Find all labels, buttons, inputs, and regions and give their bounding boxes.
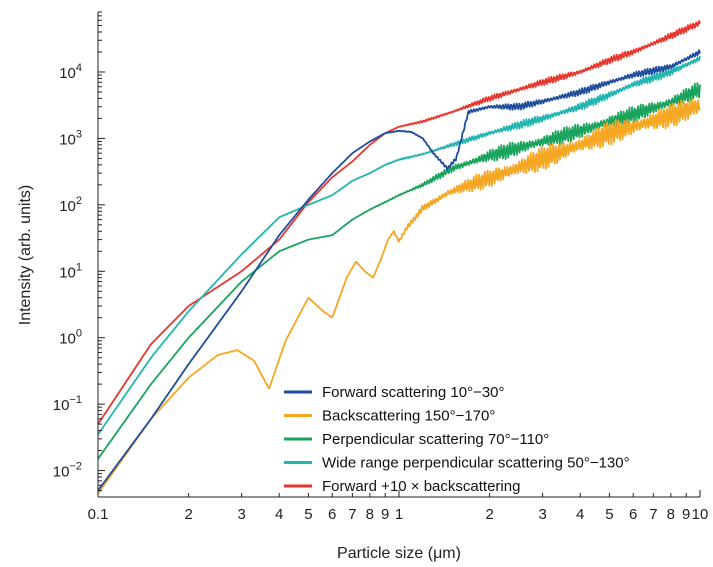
- x-tick-label: 2: [485, 506, 493, 523]
- x-tick-label: 9: [682, 506, 690, 523]
- x-tick-label: 8: [667, 506, 675, 523]
- x-tick-label: 2: [184, 506, 192, 523]
- x-tick-label: 6: [328, 506, 336, 523]
- legend: Forward scattering 10°−30° Backscattering…: [284, 384, 630, 495]
- legend-label: Forward scattering 10°−30°: [322, 384, 505, 401]
- series-line: [97, 49, 701, 492]
- y-tick-label: 10−1: [53, 394, 82, 414]
- x-tick-label: 4: [576, 506, 584, 523]
- y-axis-title: Intensity (arb. units): [17, 185, 34, 326]
- y-tick-label: 102: [59, 195, 82, 215]
- series-line: [97, 82, 701, 460]
- axes: 0.1 2 3 4 5 6 7 8 9 1 2 3 4 5 6 7 8 9 1010−210−11001011021…: [53, 11, 709, 523]
- x-axis-title: Particle size (μm): [337, 545, 461, 562]
- legend-label: Backscattering 150°−170°: [322, 408, 495, 425]
- y-tick-label: 10−2: [53, 461, 82, 481]
- x-tick-label: 7: [649, 506, 657, 523]
- x-tick-label: 6: [629, 506, 637, 523]
- x-tick-label: 7: [348, 506, 356, 523]
- x-tick-label: 4: [275, 506, 283, 523]
- x-tick-label: 5: [304, 506, 312, 523]
- series-lines: [97, 19, 701, 495]
- series-line: [97, 55, 701, 435]
- x-tick-label: 1: [395, 506, 403, 523]
- x-tick-label: 8: [366, 506, 374, 523]
- x-tick-label: 9: [381, 506, 389, 523]
- x-tick-label: 5: [605, 506, 613, 523]
- x-tick-label: 10: [692, 506, 709, 523]
- y-tick-label: 104: [59, 62, 82, 82]
- y-tick-label: 100: [59, 328, 82, 348]
- x-tick-label: 3: [538, 506, 546, 523]
- legend-label: Perpendicular scattering 70°−110°: [322, 431, 549, 448]
- legend-label: Wide range perpendicular scattering 50°−…: [322, 455, 630, 472]
- y-tick-label: 101: [59, 261, 82, 281]
- series-line: [97, 98, 701, 495]
- y-tick-label: 103: [59, 128, 82, 148]
- x-tick-label: 3: [237, 506, 245, 523]
- legend-label: Forward +10 × backscattering: [322, 478, 520, 495]
- x-tick-label: 0.1: [88, 506, 109, 523]
